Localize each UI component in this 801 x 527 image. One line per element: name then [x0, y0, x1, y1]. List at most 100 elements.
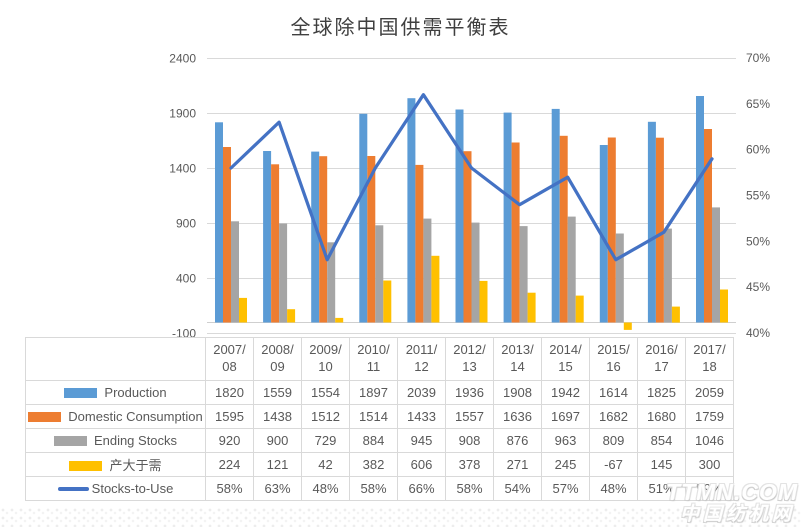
- data-table: 2007/08 2008/09 2009/10 2010/11 2011/12 2012/…: [25, 337, 734, 501]
- category-year-line2: 14: [510, 359, 525, 374]
- category-year-line2: 15: [558, 359, 573, 374]
- right-axis-tick: 45%: [746, 280, 770, 294]
- value-cell: 57%: [541, 476, 590, 501]
- bar-production: [647, 121, 656, 323]
- value-cell: 884: [349, 428, 398, 453]
- bar-ending-stocks: [471, 222, 480, 323]
- bar-domestic-consumption: [319, 156, 328, 323]
- bar-surplus: [527, 292, 536, 323]
- value-cell: 300: [685, 452, 734, 477]
- category-year-line1: 2017/: [693, 342, 726, 358]
- value-cell: 876: [493, 428, 542, 453]
- value-cell: 59%: [685, 476, 734, 501]
- value-cell: 854: [637, 428, 686, 453]
- value-cell: 224: [205, 452, 254, 477]
- bar-domestic-consumption: [559, 135, 568, 323]
- legend-swatch-icon: [69, 461, 103, 471]
- category-header: 2010/11: [349, 337, 398, 381]
- category-year-line1: 2009/: [309, 342, 342, 358]
- bar-domestic-consumption: [415, 164, 424, 323]
- series-label: Ending Stocks: [93, 433, 178, 448]
- bar-ending-stocks: [375, 225, 384, 323]
- value-cell: 58%: [205, 476, 254, 501]
- category-year-line2: 10: [318, 359, 333, 374]
- chart-canvas: 240019001400900400-10070%65%60%55%50%45%…: [169, 51, 770, 341]
- bar-domestic-consumption: [271, 164, 280, 323]
- series-label: Production: [104, 385, 167, 400]
- value-cell: 809: [589, 428, 638, 453]
- value-cell: 48%: [301, 476, 350, 501]
- category-year-line1: 2013/: [501, 342, 534, 358]
- value-cell: 1897: [349, 380, 398, 405]
- legend-swatch-icon: [64, 388, 98, 398]
- table-corner-cell: [25, 337, 206, 381]
- value-cell: 271: [493, 452, 542, 477]
- right-axis-tick: 50%: [746, 234, 770, 248]
- category-year-line1: 2011/: [405, 342, 438, 358]
- value-cell: 1936: [445, 380, 494, 405]
- bar-ending-stocks: [615, 233, 624, 323]
- category-year-line1: 2012/: [453, 342, 486, 358]
- value-cell: 729: [301, 428, 350, 453]
- category-year-line2: 11: [366, 359, 381, 374]
- bar-ending-stocks: [423, 218, 432, 323]
- watermark-texture-strip: [0, 507, 801, 527]
- category-year-line1: 2014/: [549, 342, 582, 358]
- right-axis-tick: 40%: [746, 326, 770, 340]
- right-axis-tick: 70%: [746, 51, 770, 65]
- category-header: 2007/08: [205, 337, 254, 381]
- value-cell: 1557: [445, 404, 494, 429]
- value-cell: 1559: [253, 380, 302, 405]
- line-stocks-to-use: [229, 93, 714, 262]
- value-cell: 1433: [397, 404, 446, 429]
- bar-domestic-consumption: [607, 137, 616, 323]
- bar-ending-stocks: [279, 223, 288, 323]
- category-header: 2012/13: [445, 337, 494, 381]
- value-cell: 1697: [541, 404, 590, 429]
- bar-ending-stocks: [712, 207, 720, 323]
- bar-surplus: [575, 295, 584, 323]
- category-header: 2013/14: [493, 337, 542, 381]
- table-header: 2007/08 2008/09 2009/10 2010/11 2011/12 2012/…: [25, 337, 734, 381]
- category-year-line2: 08: [222, 359, 237, 374]
- table-row-surplus: 产大于需 224 121 42 382 606 378 271 245 -67 145 300: [25, 452, 734, 477]
- value-cell: 245: [541, 452, 590, 477]
- bar-production: [263, 151, 272, 323]
- category-header-row: 2007/08 2008/09 2009/10 2010/11 2011/12 2012/…: [25, 337, 734, 381]
- value-cell: 606: [397, 452, 446, 477]
- category-header: 2014/15: [541, 337, 590, 381]
- value-cell: 1942: [541, 380, 590, 405]
- value-cell: 66%: [397, 476, 446, 501]
- category-year-line1: 2015/: [597, 342, 630, 358]
- category-year-line1: 2016/: [645, 342, 678, 358]
- value-cell: 54%: [493, 476, 542, 501]
- bar-surplus: [287, 309, 296, 323]
- left-axis-tick: 400: [176, 272, 196, 286]
- value-cell: -67: [589, 452, 638, 477]
- bar-production: [696, 96, 704, 323]
- value-cell: 1514: [349, 404, 398, 429]
- bar-surplus: [623, 322, 632, 330]
- bar-surplus: [431, 255, 440, 323]
- left-axis-tick: 1900: [169, 107, 196, 121]
- table-row-production: Production 1820 1559 1554 1897 2039 1936 1908 19…: [25, 380, 734, 405]
- value-cell: 2059: [685, 380, 734, 405]
- value-cell: 1512: [301, 404, 350, 429]
- value-cell: 945: [397, 428, 446, 453]
- bar-production: [359, 113, 368, 323]
- category-year-line2: 18: [702, 359, 717, 374]
- value-cell: 1825: [637, 380, 686, 405]
- bar-production: [503, 112, 512, 323]
- category-header: 2016/17: [637, 337, 686, 381]
- series-label: Stocks-to-Use: [91, 481, 174, 496]
- bar-ending-stocks: [231, 221, 239, 323]
- bar-production: [407, 98, 416, 323]
- bar-domestic-consumption: [704, 129, 712, 323]
- table-row-stocks-to-use: Stocks-to-Use 58% 63% 48% 58% 66% 58% 54% 57% 48%…: [25, 476, 734, 501]
- value-cell: 1759: [685, 404, 734, 429]
- value-cell: 382: [349, 452, 398, 477]
- right-axis-tick: 60%: [746, 143, 770, 157]
- bar-surplus: [671, 306, 680, 323]
- value-cell: 1636: [493, 404, 542, 429]
